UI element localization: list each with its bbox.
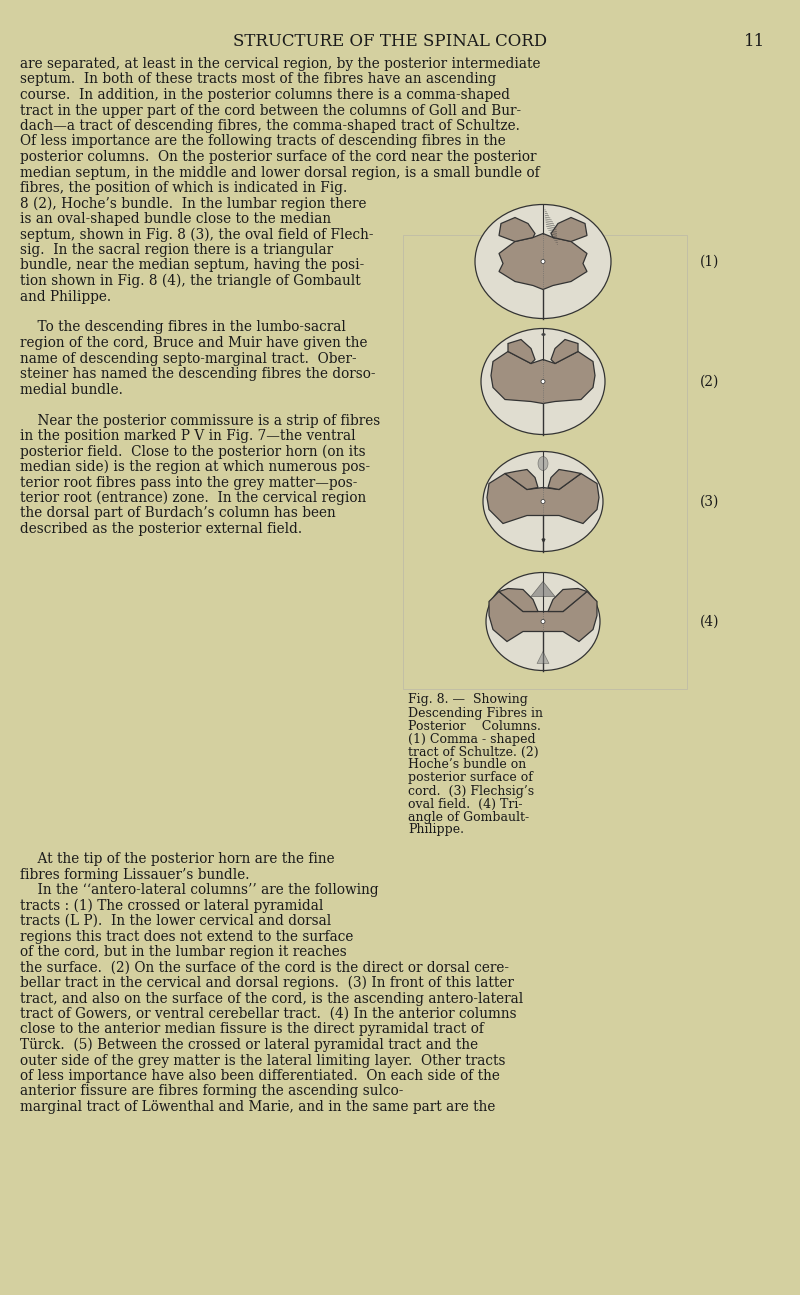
Text: in the position marked P V in Fig. 7—the ventral: in the position marked P V in Fig. 7—the… (20, 429, 356, 443)
Text: the surface.  (2) On the surface of the cord is the direct or dorsal cere-: the surface. (2) On the surface of the c… (20, 961, 509, 975)
Text: Descending Fibres in: Descending Fibres in (408, 707, 543, 720)
Text: bundle, near the median septum, having the posi-: bundle, near the median septum, having t… (20, 259, 364, 272)
Text: Near the posterior commissure is a strip of fibres: Near the posterior commissure is a strip… (20, 413, 380, 427)
Text: region of the cord, Bruce and Muir have given the: region of the cord, Bruce and Muir have … (20, 335, 367, 350)
Text: oval field.  (4) Tri-: oval field. (4) Tri- (408, 798, 522, 811)
Text: posterior surface of: posterior surface of (408, 772, 533, 785)
Text: (3): (3) (700, 495, 719, 509)
Text: dach—a tract of descending fibres, the comma-shaped tract of Schultze.: dach—a tract of descending fibres, the c… (20, 119, 520, 133)
Text: posterior field.  Close to the posterior horn (on its: posterior field. Close to the posterior … (20, 444, 366, 458)
Text: anterior fissure are fibres forming the ascending sulco-: anterior fissure are fibres forming the … (20, 1084, 403, 1098)
Ellipse shape (486, 572, 600, 671)
Text: of less importance have also been differentiated.  On each side of the: of less importance have also been differ… (20, 1068, 500, 1083)
Text: cord.  (3) Flechsig’s: cord. (3) Flechsig’s (408, 785, 534, 798)
Text: regions this tract does not extend to the surface: regions this tract does not extend to th… (20, 930, 354, 944)
Text: outer side of the grey matter is the lateral limiting layer.  Other tracts: outer side of the grey matter is the lat… (20, 1054, 506, 1067)
Text: septum.  In both of these tracts most of the fibres have an ascending: septum. In both of these tracts most of … (20, 73, 496, 87)
Polygon shape (491, 351, 595, 404)
Text: STRUCTURE OF THE SPINAL CORD: STRUCTURE OF THE SPINAL CORD (233, 32, 547, 51)
Polygon shape (551, 339, 578, 364)
Text: name of descending septo-marginal tract.  Ober-: name of descending septo-marginal tract.… (20, 351, 357, 365)
Text: close to the anterior median fissure is the direct pyramidal tract of: close to the anterior median fissure is … (20, 1023, 484, 1036)
Polygon shape (508, 339, 535, 364)
Polygon shape (551, 218, 587, 241)
Text: sig.  In the sacral region there is a triangular: sig. In the sacral region there is a tri… (20, 243, 333, 256)
Text: tract of Gowers, or ventral cerebellar tract.  (4) In the anterior columns: tract of Gowers, or ventral cerebellar t… (20, 1008, 517, 1020)
Text: (2): (2) (700, 374, 719, 388)
Ellipse shape (475, 205, 611, 319)
Text: 8 (2), Hoche’s bundle.  In the lumbar region there: 8 (2), Hoche’s bundle. In the lumbar reg… (20, 197, 366, 211)
Text: is an oval-shaped bundle close to the median: is an oval-shaped bundle close to the me… (20, 212, 331, 227)
Text: steiner has named the descending fibres the dorso-: steiner has named the descending fibres … (20, 366, 375, 381)
Polygon shape (537, 651, 549, 663)
Text: course.  In addition, in the posterior columns there is a comma-shaped: course. In addition, in the posterior co… (20, 88, 510, 102)
Text: posterior columns.  On the posterior surface of the cord near the posterior: posterior columns. On the posterior surf… (20, 150, 537, 164)
Text: fibres, the position of which is indicated in Fig.: fibres, the position of which is indicat… (20, 181, 347, 196)
Polygon shape (548, 470, 581, 490)
Ellipse shape (483, 452, 603, 552)
Text: Posterior    Columns.: Posterior Columns. (408, 720, 541, 733)
Ellipse shape (541, 500, 545, 504)
Ellipse shape (541, 619, 545, 623)
Text: (1): (1) (700, 255, 719, 268)
Text: median side) is the region at which numerous pos-: median side) is the region at which nume… (20, 460, 370, 474)
Text: marginal tract of Löwenthal and Marie, and in the same part are the: marginal tract of Löwenthal and Marie, a… (20, 1099, 495, 1114)
Text: Of less importance are the following tracts of descending fibres in the: Of less importance are the following tra… (20, 135, 506, 149)
Text: septum, shown in Fig. 8 (3), the oval field of Flech-: septum, shown in Fig. 8 (3), the oval fi… (20, 228, 374, 242)
Text: Hoche’s bundle on: Hoche’s bundle on (408, 759, 526, 772)
Text: (4): (4) (700, 615, 719, 628)
Polygon shape (505, 470, 538, 490)
Text: terior root (entrance) zone.  In the cervical region: terior root (entrance) zone. In the cerv… (20, 491, 366, 505)
Text: terior root fibres pass into the grey matter—pos-: terior root fibres pass into the grey ma… (20, 475, 358, 490)
Ellipse shape (541, 379, 545, 383)
Polygon shape (499, 233, 587, 290)
Ellipse shape (541, 259, 545, 263)
Text: Fig. 8. —  Showing: Fig. 8. — Showing (408, 694, 528, 707)
Text: angle of Gombault-: angle of Gombault- (408, 811, 529, 824)
Text: the dorsal part of Burdach’s column has been: the dorsal part of Burdach’s column has … (20, 506, 336, 521)
Polygon shape (487, 474, 599, 523)
Text: and Philippe.: and Philippe. (20, 290, 111, 303)
Text: fibres forming Lissauer’s bundle.: fibres forming Lissauer’s bundle. (20, 868, 250, 882)
Ellipse shape (481, 329, 605, 435)
Text: Türck.  (5) Between the crossed or lateral pyramidal tract and the: Türck. (5) Between the crossed or latera… (20, 1039, 478, 1053)
Text: tract in the upper part of the cord between the columns of Goll and Bur-: tract in the upper part of the cord betw… (20, 104, 521, 118)
Text: tion shown in Fig. 8 (4), the triangle of Gombault: tion shown in Fig. 8 (4), the triangle o… (20, 275, 361, 289)
Text: 11: 11 (744, 32, 766, 51)
Text: Philippe.: Philippe. (408, 824, 464, 837)
Text: described as the posterior external field.: described as the posterior external fiel… (20, 522, 302, 536)
Text: tracts (L P).  In the lower cervical and dorsal: tracts (L P). In the lower cervical and … (20, 914, 331, 929)
Text: In the ‘‘antero-lateral columns’’ are the following: In the ‘‘antero-lateral columns’’ are th… (20, 883, 378, 897)
Polygon shape (531, 581, 555, 597)
Text: median septum, in the middle and lower dorsal region, is a small bundle of: median septum, in the middle and lower d… (20, 166, 540, 180)
FancyBboxPatch shape (403, 234, 687, 689)
Ellipse shape (538, 457, 548, 470)
Text: At the tip of the posterior horn are the fine: At the tip of the posterior horn are the… (20, 852, 334, 866)
Text: tract of Schultze. (2): tract of Schultze. (2) (408, 746, 538, 759)
Text: tracts : (1) The crossed or lateral pyramidal: tracts : (1) The crossed or lateral pyra… (20, 899, 323, 913)
Text: are separated, at least in the cervical region, by the posterior intermediate: are separated, at least in the cervical … (20, 57, 541, 71)
Text: (1) Comma - shaped: (1) Comma - shaped (408, 733, 536, 746)
Text: bellar tract in the cervical and dorsal regions.  (3) In front of this latter: bellar tract in the cervical and dorsal … (20, 976, 514, 991)
Polygon shape (499, 218, 535, 241)
Text: To the descending fibres in the lumbo-sacral: To the descending fibres in the lumbo-sa… (20, 320, 346, 334)
Polygon shape (548, 588, 587, 611)
Polygon shape (489, 592, 597, 641)
Text: tract, and also on the surface of the cord, is the ascending antero-lateral: tract, and also on the surface of the co… (20, 992, 523, 1005)
Text: of the cord, but in the lumbar region it reaches: of the cord, but in the lumbar region it… (20, 945, 346, 960)
Text: medial bundle.: medial bundle. (20, 382, 123, 396)
Polygon shape (499, 588, 538, 611)
